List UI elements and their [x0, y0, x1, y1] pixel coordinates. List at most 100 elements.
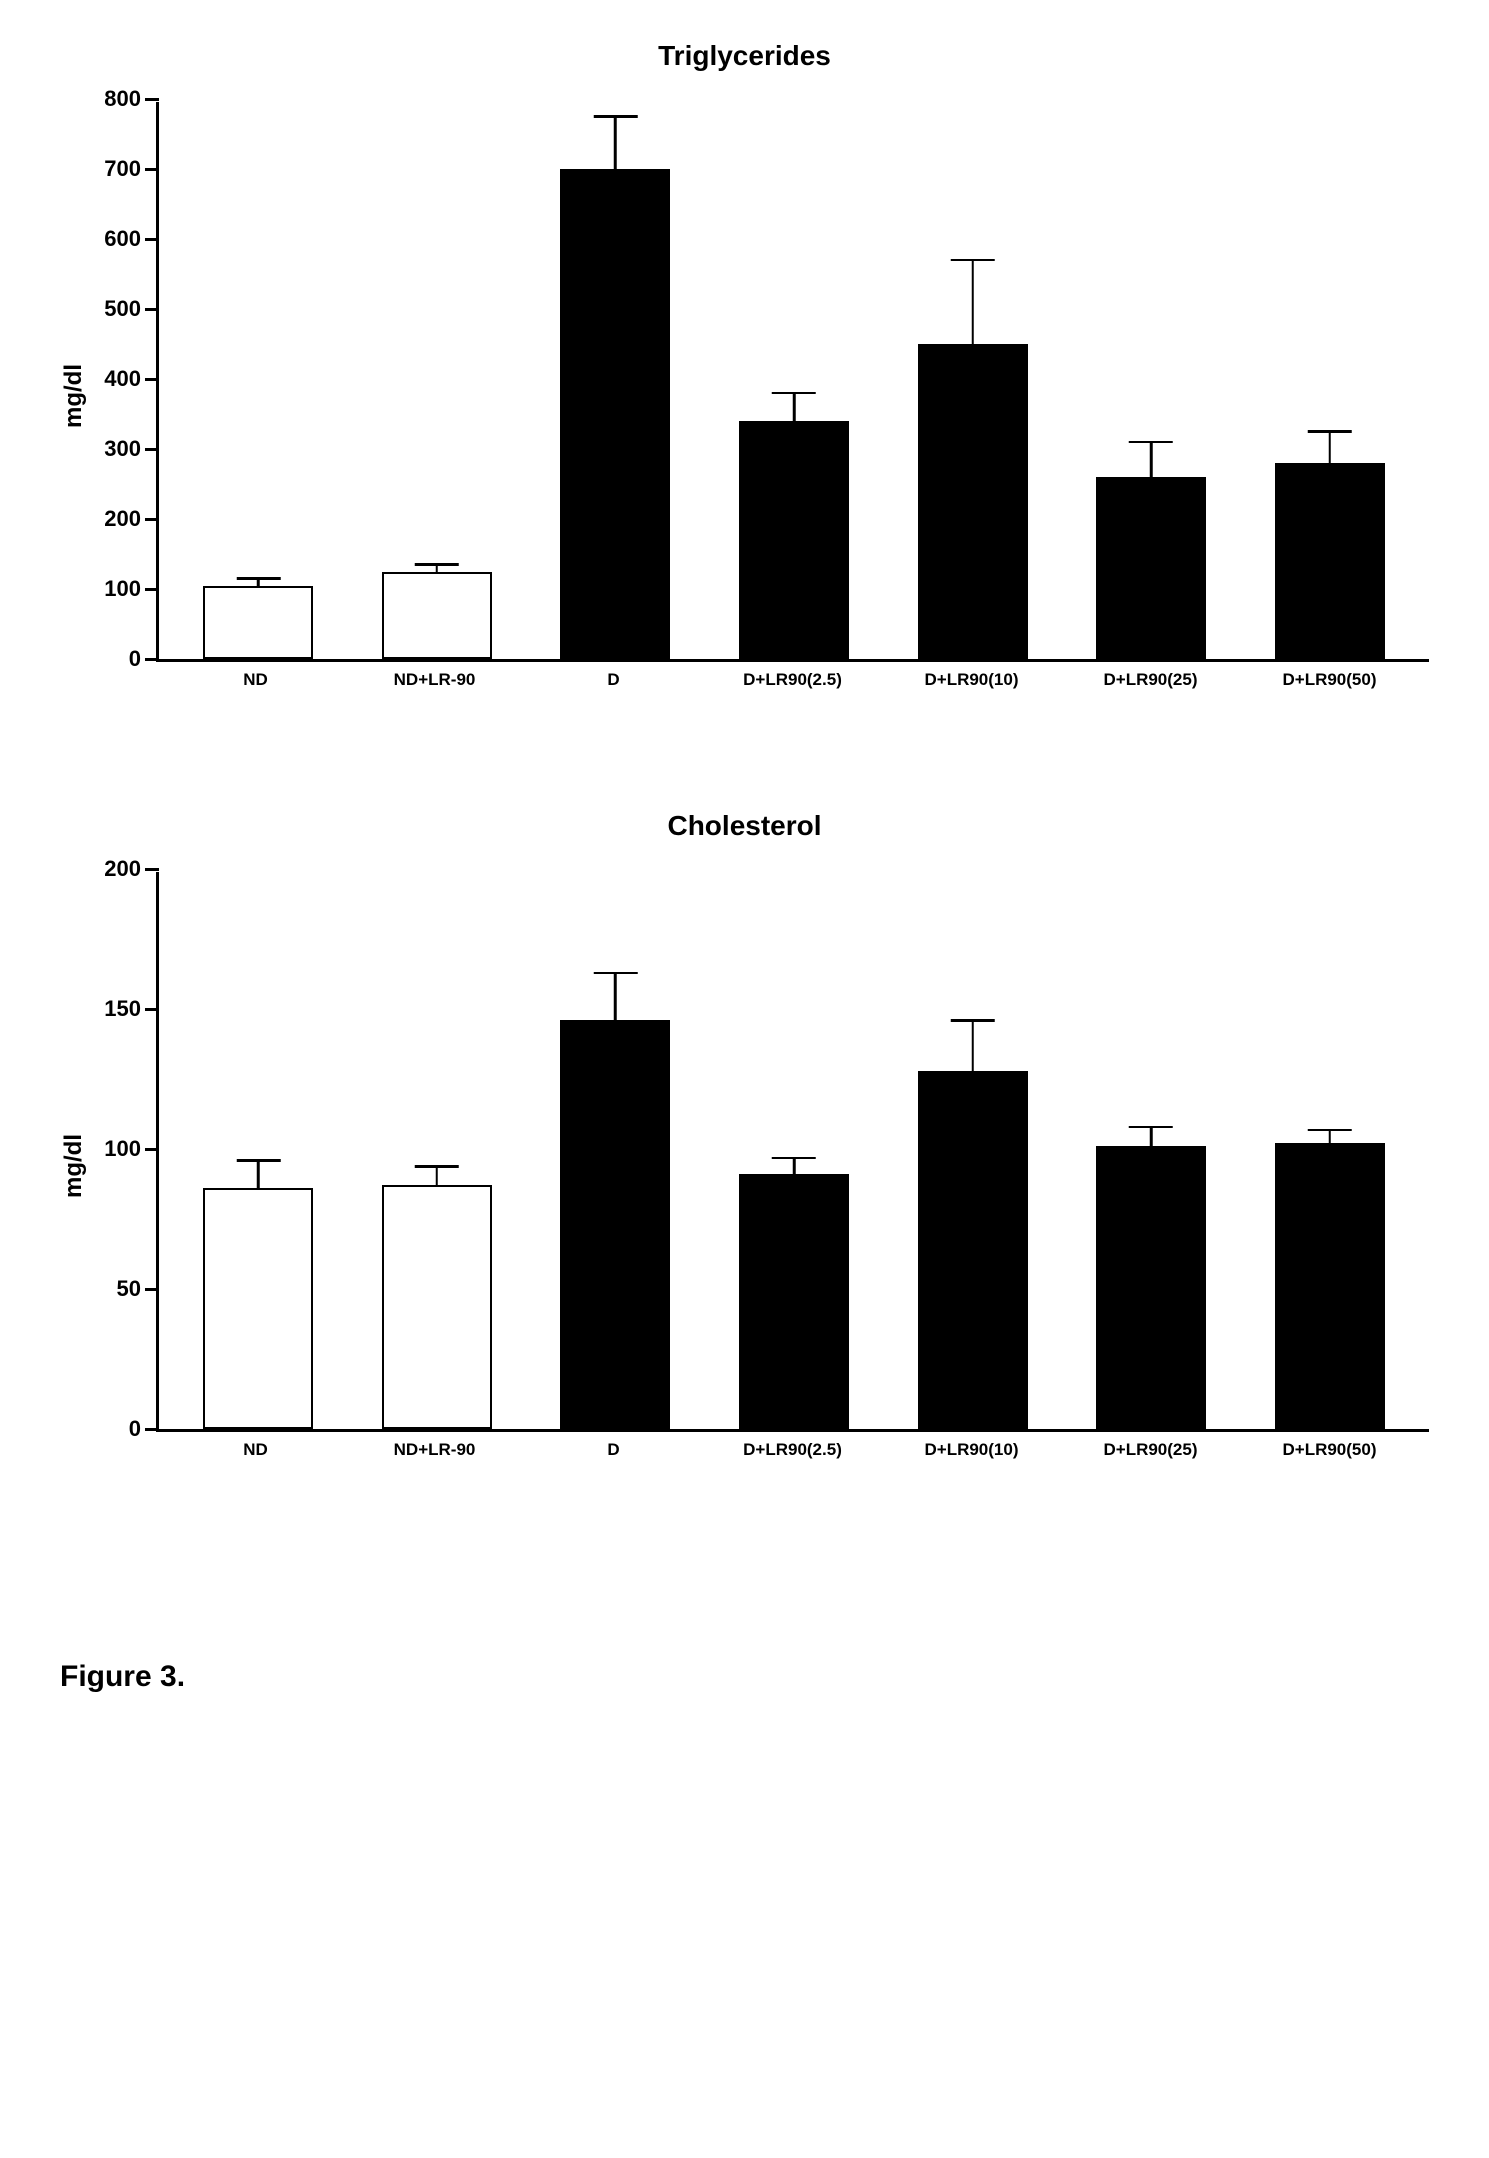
y-tick-label: 100 [104, 1136, 159, 1162]
bar [560, 169, 670, 659]
x-label: D [524, 670, 703, 690]
error-cap [951, 1019, 995, 1022]
x-labels-row: NDND+LR-90DD+LR90(2.5)D+LR90(10)D+LR90(2… [156, 662, 1429, 690]
x-label: ND [166, 670, 345, 690]
error-cap [593, 115, 637, 118]
y-tick-label: 300 [104, 436, 159, 462]
x-label: ND [166, 1440, 345, 1460]
error-bar [971, 1019, 974, 1072]
error-bar [971, 259, 974, 347]
chart-cholesterol: Cholesterolmg/dl050100150200NDND+LR-90DD… [60, 810, 1429, 1460]
bar [739, 421, 849, 659]
bar [1096, 1146, 1206, 1429]
figure-label: Figure 3. [60, 1660, 1429, 1694]
x-label: ND+LR-90 [345, 670, 524, 690]
bar-slot [169, 102, 348, 659]
chart-wrap: mg/dl050100150200NDND+LR-90DD+LR90(2.5)D… [60, 872, 1429, 1460]
error-bar [614, 115, 617, 171]
bar-slot [1240, 872, 1419, 1429]
error-cap [951, 259, 995, 262]
x-label: D+LR90(25) [1061, 1440, 1240, 1460]
error-cap [236, 577, 280, 580]
y-tick-label: 400 [104, 366, 159, 392]
x-labels-row: NDND+LR-90DD+LR90(2.5)D+LR90(10)D+LR90(2… [156, 1432, 1429, 1460]
y-tick-label: 100 [104, 576, 159, 602]
x-label: D+LR90(2.5) [703, 670, 882, 690]
y-tick-label: 150 [104, 996, 159, 1022]
x-label: ND+LR-90 [345, 1440, 524, 1460]
y-tick-label: 0 [129, 1416, 159, 1442]
error-cap [415, 1165, 459, 1168]
chart-wrap: mg/dl0100200300400500600700800NDND+LR-90… [60, 102, 1429, 690]
bar [1096, 477, 1206, 659]
error-cap [236, 1159, 280, 1162]
bar-slot [169, 872, 348, 1429]
bar [739, 1174, 849, 1429]
chart-title: Cholesterol [60, 810, 1429, 842]
error-cap [1308, 1129, 1352, 1132]
error-cap [772, 1157, 816, 1160]
error-bar [614, 972, 617, 1022]
error-cap [772, 392, 816, 395]
bar [382, 572, 492, 660]
error-bar [257, 577, 260, 588]
chart-title: Triglycerides [60, 40, 1429, 72]
bars-row [159, 102, 1429, 659]
bar [1275, 1143, 1385, 1429]
error-bar [1329, 1129, 1332, 1146]
bar-slot [1062, 102, 1241, 659]
y-tick-label: 50 [117, 1276, 159, 1302]
x-label: D+LR90(25) [1061, 670, 1240, 690]
bar-slot [883, 872, 1062, 1429]
error-cap [1129, 441, 1173, 444]
error-bar [1150, 1126, 1153, 1148]
error-cap [1129, 1126, 1173, 1129]
y-tick-label: 200 [104, 506, 159, 532]
bar [203, 586, 313, 660]
bar [560, 1020, 670, 1429]
error-cap [593, 972, 637, 975]
y-axis-label: mg/dl [60, 1134, 88, 1198]
bar [918, 344, 1028, 659]
error-cap [1308, 430, 1352, 433]
plot-area: 050100150200 [156, 872, 1429, 1432]
bar [382, 1185, 492, 1429]
error-bar [436, 1165, 439, 1187]
bar-slot [1062, 872, 1241, 1429]
charts-container: Triglyceridesmg/dl0100200300400500600700… [60, 40, 1429, 1460]
bar-slot [883, 102, 1062, 659]
bar-slot [526, 102, 705, 659]
error-bar [257, 1159, 260, 1190]
error-bar [436, 563, 439, 574]
y-tick-label: 800 [104, 86, 159, 112]
y-tick-label: 200 [104, 856, 159, 882]
bar-slot [348, 102, 527, 659]
bar [1275, 463, 1385, 659]
x-label: D+LR90(10) [882, 1440, 1061, 1460]
y-tick-label: 700 [104, 156, 159, 182]
x-label: D+LR90(2.5) [703, 1440, 882, 1460]
chart-triglycerides: Triglyceridesmg/dl0100200300400500600700… [60, 40, 1429, 690]
y-tick-label: 0 [129, 646, 159, 672]
bar-slot [705, 872, 884, 1429]
bar-slot [1240, 102, 1419, 659]
error-bar [1150, 441, 1153, 480]
error-cap [415, 563, 459, 566]
x-label: D+LR90(10) [882, 670, 1061, 690]
error-bar [793, 392, 796, 424]
x-label: D+LR90(50) [1240, 1440, 1419, 1460]
error-bar [1329, 430, 1332, 465]
error-bar [793, 1157, 796, 1177]
bar [203, 1188, 313, 1429]
bar-slot [526, 872, 705, 1429]
y-axis-label: mg/dl [60, 364, 88, 428]
plot-area: 0100200300400500600700800 [156, 102, 1429, 662]
x-label: D [524, 1440, 703, 1460]
bars-row [159, 872, 1429, 1429]
bar [918, 1071, 1028, 1429]
x-label: D+LR90(50) [1240, 670, 1419, 690]
y-tick-label: 500 [104, 296, 159, 322]
bar-slot [705, 102, 884, 659]
y-tick-label: 600 [104, 226, 159, 252]
bar-slot [348, 872, 527, 1429]
